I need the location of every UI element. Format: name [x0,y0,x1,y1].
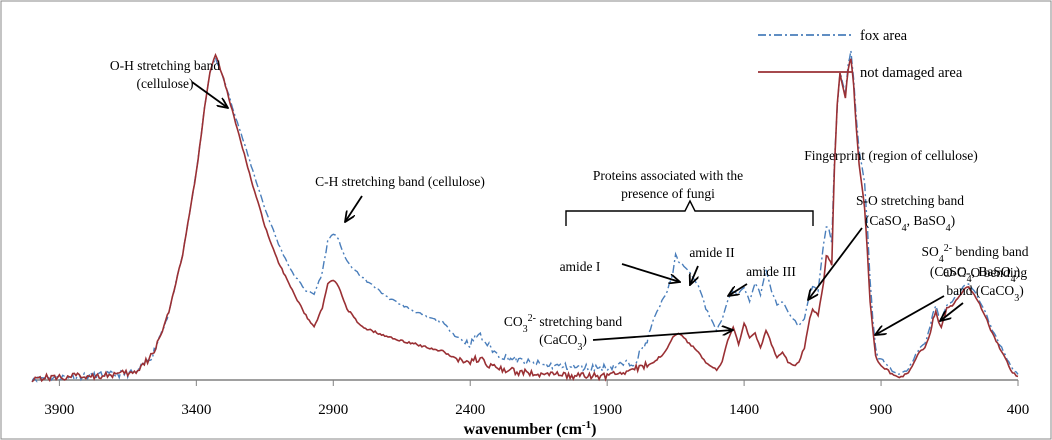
annotation-text: presence of fungi [621,186,715,201]
x-tick-label: 3900 [44,402,74,418]
annotation-amide3: amide III [746,264,796,279]
annotation-prot: Proteins associated with the presence of … [593,168,743,201]
annotation-amide2: amide II [689,245,735,260]
annotation-oh: O-H stretching band (cellulose) [110,58,220,91]
annotation-oco: O-C-O bending band (CaCO3) [943,265,1028,304]
x-axis-label: wavenumber (cm-1) [464,419,597,438]
x-tick-label: 2400 [455,402,485,418]
annotation-text: amide III [746,264,796,279]
annotation-text: amide II [689,245,735,260]
annotation-text: (CaSO4, BaSO4) [865,213,955,234]
arrow-amide3 [728,283,748,296]
x-tick-label: 1900 [592,402,622,418]
legend-label-fox-area: fox area [860,28,908,44]
arrow-amide2 [690,265,698,285]
protein-region-bracket [565,199,814,226]
x-tick-label: 400 [1007,402,1030,418]
series-layer [31,50,1019,383]
annotation-so4: SO42- bending band(CaSO4, BaSO4) [921,243,1028,285]
annotation-text: CO32- stretching band [504,313,623,335]
annotation-text: Fingerprint (region of cellulose) [804,148,978,163]
annotation-text: O-C-O bending [943,265,1028,280]
annotation-text: O-H stretching band [110,58,220,73]
annotation-text: (cellulose) [137,76,194,91]
arrow-ch [345,195,363,222]
annotation-co3: CO32- stretching band(CaCO3) [504,313,623,353]
annotation-text: (CaSO4, BaSO4) [930,264,1020,285]
arrow-so4 [875,295,945,335]
x-tick-label: 3400 [181,402,211,418]
x-tick-label: 1400 [729,402,759,418]
annotation-so: S-O stretching band (CaSO4, BaSO4) [856,193,964,234]
arrow-co3 [592,330,733,341]
x-axis: 3900 3400 2900 2400 1900 1400 900 400 [32,379,1030,418]
annotation-text: SO42- bending band [921,243,1028,265]
annotation-text: band (CaCO3) [946,283,1023,304]
arrow-so [808,227,863,300]
annotation-fp: Fingerprint (region of cellulose) [804,148,978,163]
annotation-layer: O-H stretching band (cellulose) C-H stretc… [110,58,1029,353]
annotation-text: Proteins associated with the [593,168,743,183]
annotation-text: (CaCO3) [539,332,587,353]
legend-label-not-damaged-area: not damaged area [860,65,963,81]
annotation-text: C-H stretching band (cellulose) [315,174,485,189]
x-tick-label: 900 [870,402,893,418]
annotation-text: amide I [560,259,601,274]
arrow-oh [191,81,228,108]
series-line-not-damaged-area [31,52,1019,383]
annotation-amide1: amide I [560,259,601,274]
annotation-ch: C-H stretching band (cellulose) [315,174,485,189]
annotation-text: S-O stretching band [856,193,964,208]
arrow-amide1 [621,263,680,282]
x-tick-label: 2900 [318,402,348,418]
legend: fox area not damaged area [758,28,963,81]
arrow-oco [940,302,964,321]
